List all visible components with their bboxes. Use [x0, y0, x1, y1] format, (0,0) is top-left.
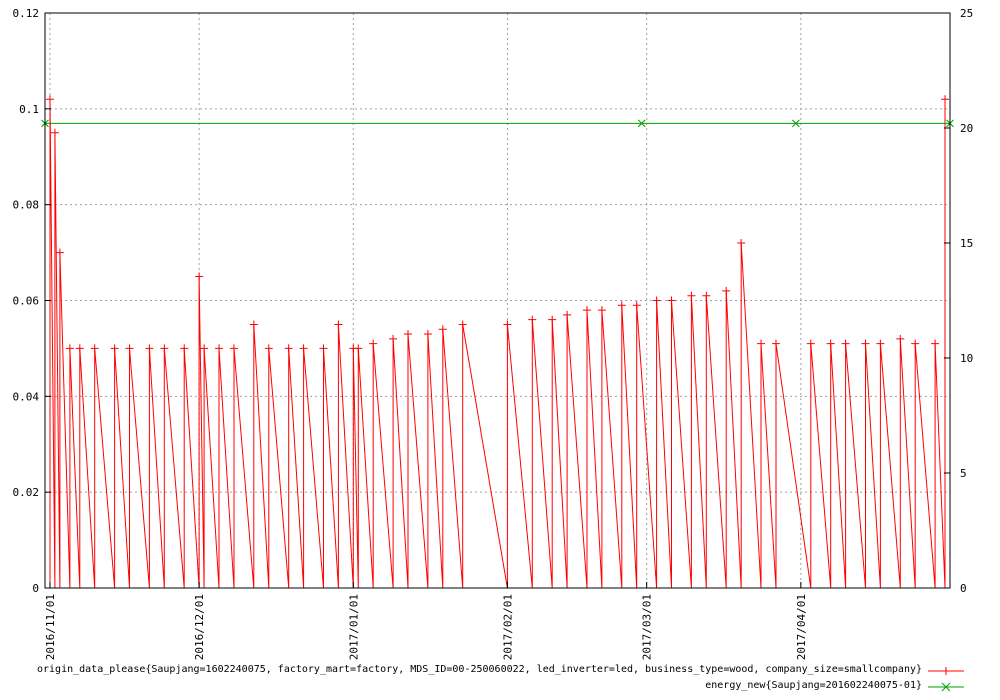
legend-label-energy: energy_new{Saupjang=201602240075-01} — [705, 680, 922, 691]
y2-tick-label: 5 — [960, 467, 967, 480]
legend-label-origin: origin_data_please{Saupjang=1602240075, … — [36, 664, 922, 675]
data-point-origin — [826, 339, 835, 348]
x-tick-label: 2016/11/01 — [44, 594, 57, 660]
data-point-origin — [369, 339, 378, 348]
data-point-origin — [319, 344, 328, 353]
data-point-origin — [354, 344, 363, 353]
data-point-origin — [229, 344, 238, 353]
x-tick-label: 2017/01/01 — [347, 594, 360, 660]
data-point-origin — [632, 301, 641, 310]
data-point-origin — [583, 306, 592, 315]
data-point-origin — [841, 339, 850, 348]
data-point-origin — [876, 339, 885, 348]
x-tick-label: 2017/02/01 — [501, 594, 514, 660]
series-origin-data — [45, 95, 950, 589]
data-point-origin — [403, 330, 412, 339]
data-point-origin — [503, 320, 512, 329]
data-point-origin — [284, 344, 293, 353]
data-point-origin — [563, 310, 572, 319]
data-point-origin — [110, 344, 119, 353]
data-point-origin — [125, 344, 134, 353]
data-point-origin — [65, 344, 74, 353]
data-point-origin — [45, 95, 54, 104]
data-point-origin — [771, 339, 780, 348]
data-point-origin — [597, 306, 606, 315]
data-point-origin — [548, 315, 557, 324]
data-point-origin — [200, 344, 209, 353]
data-point-origin — [55, 248, 64, 257]
data-point-origin — [931, 339, 940, 348]
data-point-energy — [637, 119, 646, 128]
grid-lines — [45, 13, 950, 588]
x-tick-label: 2016/12/01 — [193, 594, 206, 660]
data-point-origin — [911, 339, 920, 348]
y-tick-label: 0.1 — [19, 103, 39, 116]
data-point-origin — [458, 320, 467, 329]
data-point-origin — [249, 320, 258, 329]
data-point-origin — [617, 301, 626, 310]
y-tick-label: 0.04 — [13, 390, 40, 403]
legend-swatch-energy — [928, 682, 964, 692]
data-point-origin — [652, 296, 661, 305]
data-point-origin — [215, 344, 224, 353]
y-axis-left: 0 0.02 0.04 0.06 0.08 0.1 0.12 — [13, 7, 51, 595]
data-point-origin — [160, 344, 169, 353]
data-point-origin — [90, 344, 99, 353]
data-point-origin — [757, 339, 766, 348]
data-point-origin — [389, 334, 398, 343]
data-point-origin — [806, 339, 815, 348]
x-tick-label: 2017/04/01 — [795, 594, 808, 660]
data-point-origin — [180, 344, 189, 353]
series-line-origin — [49, 99, 946, 589]
data-point-origin — [75, 344, 84, 353]
x-tick-label: 2017/03/01 — [641, 594, 654, 660]
data-point-energy — [791, 119, 800, 128]
data-point-origin — [702, 291, 711, 300]
y-tick-label: 0.02 — [13, 486, 40, 499]
data-point-origin — [423, 330, 432, 339]
y-tick-label: 0.12 — [13, 7, 40, 20]
x-axis: 2016/11/01 2016/12/01 2017/01/01 2017/02/01… — [44, 582, 808, 660]
data-point-origin — [941, 95, 950, 104]
series-energy-new — [41, 119, 954, 128]
y2-tick-label: 0 — [960, 582, 967, 595]
data-point-origin — [50, 128, 59, 137]
data-point-origin — [687, 291, 696, 300]
y-tick-label: 0.08 — [13, 199, 40, 212]
y-tick-label: 0 — [32, 582, 39, 595]
legend-swatch-origin — [928, 667, 964, 675]
data-point-origin — [145, 344, 154, 353]
y2-tick-label: 20 — [960, 122, 973, 135]
data-point-origin — [861, 339, 870, 348]
data-point-origin — [528, 315, 537, 324]
data-point-origin — [438, 325, 447, 334]
data-point-origin — [264, 344, 273, 353]
data-point-origin — [299, 344, 308, 353]
y2-tick-label: 15 — [960, 237, 973, 250]
data-point-origin — [737, 239, 746, 247]
y-axis-right: 0 5 10 15 20 25 — [944, 7, 973, 595]
y-tick-label: 0.06 — [13, 295, 40, 308]
y2-tick-label: 25 — [960, 7, 973, 20]
data-point-origin — [667, 296, 676, 305]
data-point-origin — [896, 334, 905, 343]
data-point-origin — [195, 272, 204, 281]
y2-tick-label: 10 — [960, 352, 973, 365]
data-point-origin — [722, 286, 731, 295]
data-point-origin — [334, 320, 343, 329]
